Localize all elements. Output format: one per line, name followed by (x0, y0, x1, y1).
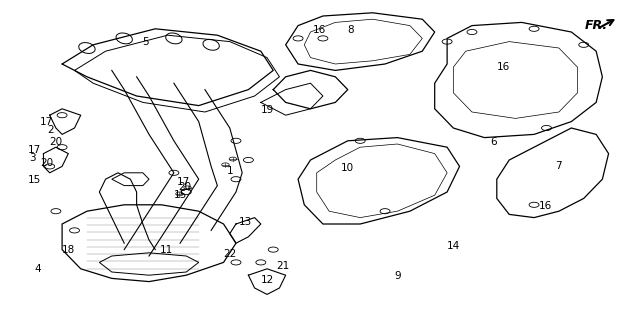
Text: 2: 2 (48, 124, 54, 135)
Text: 10: 10 (341, 163, 355, 173)
Text: 16: 16 (538, 201, 552, 212)
Text: 20: 20 (49, 137, 63, 148)
Text: 5: 5 (143, 36, 149, 47)
Text: 17: 17 (27, 145, 41, 156)
Text: 21: 21 (276, 261, 289, 271)
Text: 18: 18 (61, 245, 75, 255)
Text: 16: 16 (496, 62, 510, 72)
Text: 11: 11 (160, 245, 173, 255)
Text: FR.: FR. (585, 19, 608, 32)
Text: 3: 3 (29, 153, 35, 164)
Text: 16: 16 (313, 25, 327, 36)
Text: 7: 7 (556, 161, 562, 172)
Text: 8: 8 (348, 25, 354, 36)
Text: 6: 6 (491, 137, 497, 148)
Text: 15: 15 (173, 190, 187, 200)
Text: 14: 14 (446, 241, 460, 252)
Text: 4: 4 (34, 264, 40, 275)
Text: 17: 17 (40, 116, 53, 127)
Text: 9: 9 (394, 271, 401, 281)
Text: 20: 20 (40, 158, 54, 168)
Text: 19: 19 (260, 105, 274, 116)
Text: 15: 15 (27, 175, 41, 185)
Text: 22: 22 (223, 249, 237, 260)
Text: 17: 17 (176, 177, 190, 188)
Text: 1: 1 (227, 166, 233, 176)
Text: 13: 13 (238, 217, 252, 228)
Text: 12: 12 (260, 275, 274, 285)
Text: 20: 20 (178, 182, 192, 192)
